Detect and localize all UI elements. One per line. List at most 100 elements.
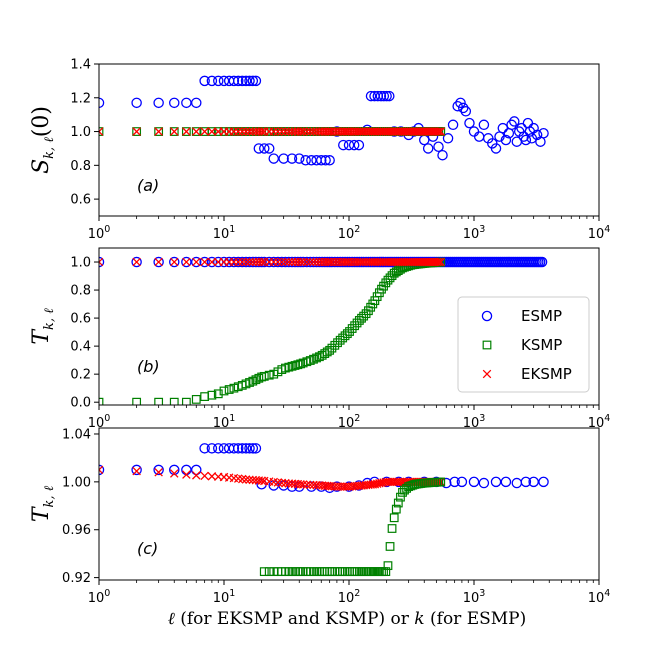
ksmp-point-20 <box>259 127 269 136</box>
esmp-point-38 <box>456 476 468 488</box>
eksmp-point-14 <box>241 257 251 267</box>
plot-area <box>99 256 548 405</box>
esmp-point-19 <box>256 256 267 268</box>
ksmp-point-0 <box>259 567 269 577</box>
eksmp-point-89 <box>432 127 442 136</box>
eksmp-point-84 <box>422 127 432 136</box>
esmp-point-23 <box>286 153 298 164</box>
eksmp-point-68 <box>389 127 399 136</box>
ksmp-point-21 <box>264 370 274 380</box>
ksmp-point-50 <box>393 498 403 508</box>
ksmp-series <box>99 257 446 405</box>
eksmp-point-81 <box>416 127 426 136</box>
esmp-point-35 <box>353 139 365 151</box>
eksmp-point-4 <box>182 470 191 479</box>
ksmp-point-7 <box>207 127 217 136</box>
ksmp-point-0 <box>99 397 104 405</box>
esmp-point-5 <box>191 97 202 109</box>
esmp-point-34 <box>348 139 360 151</box>
ksmp-point-18 <box>320 567 330 577</box>
eksmp-point-12 <box>233 127 243 136</box>
eksmp-point-4 <box>182 257 191 267</box>
eksmp-series <box>99 257 446 267</box>
x-tick-label: 102 <box>338 588 361 606</box>
ksmp-point-36 <box>315 352 324 362</box>
eksmp-point-24 <box>277 127 287 136</box>
ksmp-point-22 <box>330 567 340 577</box>
ksmp-point-51 <box>352 318 362 328</box>
esmp-point-55 <box>447 119 459 131</box>
esmp-point-11 <box>228 75 240 87</box>
esmp-point-21 <box>286 481 298 492</box>
eksmp-point-1 <box>132 127 141 136</box>
esmp-point-17 <box>250 256 262 268</box>
eksmp-point-25 <box>281 257 290 267</box>
ksmp-point-43 <box>333 338 342 348</box>
x-tick-label: 102 <box>338 413 361 431</box>
eksmp-point-16 <box>248 127 258 136</box>
ksmp-point-20 <box>259 371 269 381</box>
ksmp-point-44 <box>381 567 391 577</box>
eksmp-point-24 <box>277 257 287 267</box>
eksmp-point-26 <box>284 257 294 267</box>
eksmp-point-3 <box>169 127 179 136</box>
esmp-point-33 <box>343 139 355 151</box>
esmp-point-42 <box>381 90 392 102</box>
eksmp-point-76 <box>406 127 416 136</box>
legend-entry-esmp: ESMP <box>521 307 562 325</box>
y-tick-label: 1.0 <box>70 256 91 271</box>
ksmp-point-9 <box>219 386 229 396</box>
ksmp-point-6 <box>200 392 210 401</box>
esmp-point-60 <box>464 117 475 129</box>
esmp-point-35 <box>311 256 322 268</box>
legend: ESMP KSMP EKSMP <box>457 296 590 393</box>
y-axis-label: Tk, ℓ <box>29 485 57 522</box>
esmp-point-45 <box>528 476 539 488</box>
esmp-point-3 <box>169 464 180 476</box>
esmp-point-1 <box>131 464 142 476</box>
eksmp-point-23 <box>273 257 283 267</box>
y-tick-label: 0.96 <box>62 523 91 538</box>
esmp-point-71 <box>506 119 517 131</box>
ksmp-point-1 <box>132 397 142 405</box>
esmp-point-6 <box>199 443 210 454</box>
panel-1: 0.6 0.8 1.0 1.2 1.4 100 101 102 103 104 Sk, ℓ(0) (a… <box>29 58 610 243</box>
esmp-point-30 <box>324 155 335 166</box>
y-tick-label: 0.8 <box>70 284 91 299</box>
y-tick-label: 1.2 <box>70 91 91 106</box>
ksmp-point-8 <box>213 127 223 136</box>
eksmp-point-80 <box>414 257 424 267</box>
ksmp-point-35 <box>312 353 321 363</box>
esmp-point-25 <box>300 155 311 166</box>
esmp-point-28 <box>316 155 327 166</box>
eksmp-point-2 <box>154 257 163 267</box>
esmp-point-12 <box>232 75 244 87</box>
eksmp-point-23 <box>273 127 283 136</box>
eksmp-point-0 <box>99 127 104 136</box>
y-axis-label: Tk, ℓ <box>29 308 57 345</box>
eksmp-point-19 <box>257 127 266 136</box>
esmp-point-42 <box>500 476 512 488</box>
esmp-point-58 <box>457 102 469 114</box>
esmp-point-3 <box>169 256 180 268</box>
eksmp-point-33 <box>306 257 315 267</box>
esmp-series <box>99 75 549 166</box>
esmp-point-5 <box>191 464 202 476</box>
esmp-point-8 <box>213 75 224 87</box>
eksmp-point-6 <box>200 471 209 481</box>
esmp-point-20 <box>263 143 275 154</box>
eksmp-point-16 <box>248 257 258 267</box>
ksmp-point-8 <box>213 389 223 399</box>
ksmp-point-44 <box>335 335 345 345</box>
ksmp-point-24 <box>335 567 345 577</box>
esmp-point-144 <box>536 256 548 268</box>
esmp-point-82 <box>531 129 543 141</box>
ksmp-point-10 <box>224 127 234 136</box>
eksmp-point-30 <box>296 257 305 267</box>
x-tick-label: 103 <box>463 588 486 606</box>
eksmp-point-1 <box>132 466 141 476</box>
eksmp-point-32 <box>302 127 312 136</box>
esmp-point-29 <box>320 155 331 166</box>
esmp-point-13 <box>237 443 248 454</box>
esmp-point-21 <box>268 153 279 164</box>
